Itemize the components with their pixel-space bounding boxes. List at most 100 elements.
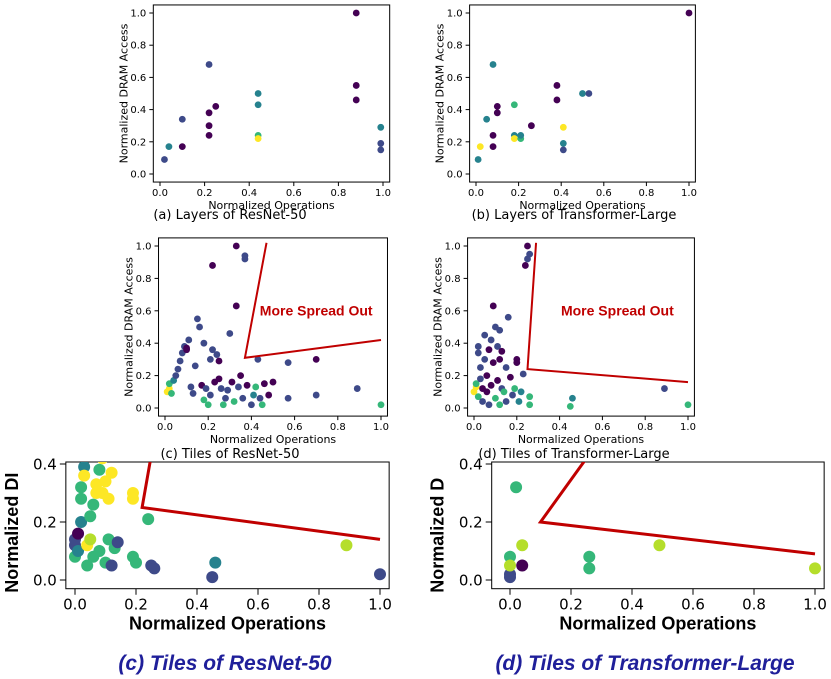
spread-boundary-line <box>243 242 382 359</box>
scatter-point <box>258 401 266 409</box>
scatter-point <box>200 396 208 404</box>
scatter-point <box>215 357 223 365</box>
scatter-point <box>312 391 320 399</box>
y-axis-label: Normalized DRAM Access <box>123 257 136 397</box>
scatter-point <box>178 143 186 151</box>
x-tick-label: 1.0 <box>373 422 389 433</box>
scatter-point <box>553 82 561 89</box>
y-tick-label: 0.2 <box>459 513 483 531</box>
spread-boundary-line <box>537 462 816 556</box>
scatter-point <box>553 96 561 104</box>
scatter-point <box>75 492 88 505</box>
caption-b: (b) Layers of Transformer-Large <box>471 208 677 223</box>
y-tick-label: 0.2 <box>33 513 57 531</box>
scatter-point <box>254 101 262 109</box>
scatter-point <box>206 356 214 363</box>
x-tick-label: 0.6 <box>286 188 302 199</box>
axes-frame <box>469 4 696 183</box>
scatter-point <box>206 571 219 584</box>
scatter-point <box>377 401 385 409</box>
x-tick-label: 1.0 <box>368 596 392 614</box>
x-tick-label: 0.6 <box>681 596 705 614</box>
x-tick-label: 0.6 <box>246 596 270 614</box>
x-axis-label: Normalized Operations <box>210 433 337 446</box>
scatter-point <box>494 377 501 384</box>
panel-a-layers-resnet50: 0.0 0.2 0.4 0.6 0.8 1.00.00.20.40.60.81.0Norm… <box>117 4 391 212</box>
axes-frame <box>467 237 695 417</box>
y-tick-label: 0.4 <box>459 455 483 473</box>
scatter-point <box>496 326 504 334</box>
scatter-point <box>377 140 385 147</box>
scatter-point <box>496 401 504 409</box>
x-tick-label: 0.0 <box>498 596 522 614</box>
scatter-point <box>504 568 516 581</box>
scatter-point <box>102 533 115 546</box>
y-tick-label: 0.4 <box>447 105 463 116</box>
scatter-point <box>312 356 320 363</box>
x-tick-label: 0.4 <box>553 188 569 199</box>
plot-area <box>474 9 693 163</box>
x-tick-label: 1.0 <box>375 188 391 199</box>
scatter-point <box>506 373 514 381</box>
scatter-point <box>87 498 100 511</box>
x-tick-label: 0.0 <box>152 188 168 199</box>
x-tick-label: 0.4 <box>243 422 259 433</box>
scatter-point <box>559 123 567 131</box>
scatter-point <box>504 313 512 321</box>
y-tick-label: 1.0 <box>447 9 463 20</box>
scatter-point <box>254 356 262 363</box>
scatter-point <box>194 315 201 323</box>
scatter-point <box>352 96 360 104</box>
x-tick-label: 1.0 <box>803 596 827 614</box>
scatter-point <box>489 302 497 310</box>
spread-boundary-line <box>140 462 381 541</box>
caption-f: (d) Tiles of Transformer-Large <box>495 652 795 675</box>
y-tick-label: 0.2 <box>445 371 461 382</box>
scatter-point <box>228 378 236 386</box>
y-tick-label: 0.6 <box>136 306 152 317</box>
scatter-point <box>559 146 567 154</box>
x-tick-label: 0.8 <box>742 596 766 614</box>
scatter-point <box>187 383 195 391</box>
x-tick-label: 0.2 <box>124 596 148 614</box>
scatter-point <box>206 391 214 399</box>
scatter-point <box>485 346 493 354</box>
y-axis-label: Normalized DI <box>2 473 22 593</box>
scatter-point <box>84 510 97 523</box>
y-axis-label: Normalized D <box>428 478 448 593</box>
scatter-point <box>374 568 386 581</box>
scatter-point <box>176 357 184 365</box>
x-tick-label: 0.4 <box>241 188 257 199</box>
scatter-point <box>72 545 85 557</box>
scatter-point <box>474 349 482 357</box>
y-tick-label: 0.0 <box>130 170 146 181</box>
scatter-point <box>519 370 527 378</box>
x-tick-label: 0.8 <box>307 596 331 614</box>
axes-frame <box>491 461 825 590</box>
y-tick-label: 1.0 <box>136 242 152 253</box>
x-tick-label: 0.4 <box>620 596 644 614</box>
y-tick-label: 0.6 <box>445 306 461 317</box>
scatter-point <box>75 481 88 494</box>
y-tick-label: 0.8 <box>136 274 152 285</box>
scatter-point <box>477 375 484 383</box>
plot-area <box>163 242 385 409</box>
scatter-point <box>661 385 668 392</box>
scatter-point <box>485 401 493 409</box>
plot-area <box>161 9 385 163</box>
scatter-point <box>493 109 501 117</box>
y-tick-label: 0.4 <box>130 105 146 116</box>
scatter-point <box>579 90 586 97</box>
scatter-point <box>232 242 240 250</box>
scatter-point <box>256 394 264 402</box>
scatter-point <box>526 250 534 258</box>
x-tick-label: 0.2 <box>509 422 525 433</box>
y-axis-label: Normalized DRAM Access <box>432 257 445 397</box>
x-tick-label: 0.6 <box>287 422 303 433</box>
x-tick-label: 1.0 <box>680 422 696 433</box>
scatter-point <box>352 9 360 17</box>
y-tick-label: 0.8 <box>447 41 463 52</box>
